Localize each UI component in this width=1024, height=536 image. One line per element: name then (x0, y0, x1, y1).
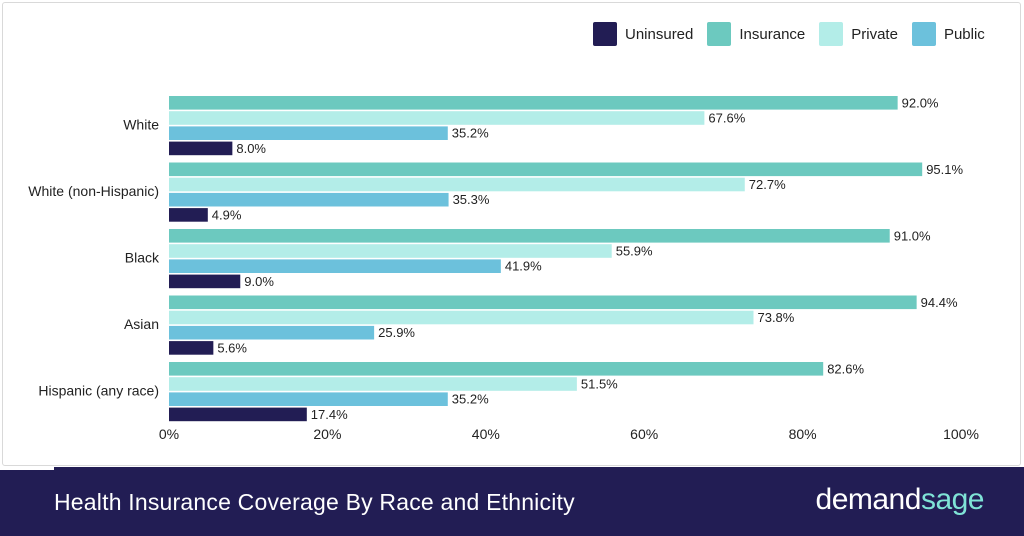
bar (169, 377, 577, 391)
bar-value-label: 17.4% (311, 407, 348, 422)
bar (169, 162, 923, 177)
bar-value-label: 67.6% (708, 111, 745, 126)
legend-item-private: Private (819, 22, 898, 46)
category-label: White (non-Hispanic) (28, 183, 159, 199)
bar-value-label: 91.0% (894, 228, 931, 243)
legend-swatch (707, 22, 732, 46)
bar (169, 111, 705, 125)
brand-logo: demandsage (815, 483, 985, 517)
x-tick-label: 0% (159, 426, 179, 442)
category-label: White (123, 116, 159, 132)
bar (169, 362, 824, 376)
legend-item-public: Public (911, 22, 985, 46)
legend-label: Private (851, 25, 898, 43)
x-tick-label: 100% (943, 426, 979, 442)
bar (169, 192, 449, 207)
bar-value-label: 92.0% (902, 95, 939, 110)
category-label: Asian (124, 316, 159, 332)
bar (169, 96, 898, 110)
bar (169, 259, 501, 273)
bar (169, 274, 241, 289)
legend-item-uninsured: Uninsured (593, 22, 693, 46)
x-tick-label: 80% (789, 426, 817, 442)
legend: Uninsured Insurance Private Public (593, 22, 999, 46)
legend-swatch (819, 22, 844, 46)
bar (169, 295, 917, 310)
bar-value-label: 82.6% (827, 361, 864, 376)
footer-accent-line (0, 467, 54, 470)
bar-value-label: 51.5% (581, 377, 618, 392)
x-tick-label: 20% (313, 426, 341, 442)
legend-item-insurance: Insurance (707, 22, 805, 46)
legend-label: Insurance (739, 25, 806, 43)
bar (169, 341, 214, 355)
category-label: Black (125, 249, 160, 265)
bar-value-label: 72.7% (749, 177, 786, 192)
bar-value-label: 5.6% (217, 340, 247, 355)
footer-title: Health Insurance Coverage By Race and Et… (54, 489, 575, 515)
bar-value-label: 8.0% (236, 141, 266, 156)
footer-banner: Health Insurance Coverage By Race and Et… (0, 467, 1024, 536)
bar-value-label: 41.9% (505, 259, 542, 274)
chart-card: White 92.0% 67.6% 35.2% 8.0% White (non-Hispa… (2, 2, 1021, 466)
bar (169, 177, 745, 192)
bar (169, 208, 208, 222)
x-tick-label: 40% (472, 426, 500, 442)
bar (169, 229, 890, 243)
bar-value-label: 95.1% (926, 162, 963, 177)
bar (169, 392, 448, 406)
bar (169, 325, 375, 340)
bar-value-label: 9.0% (244, 274, 274, 289)
legend-swatch (593, 22, 617, 46)
legend-swatch (911, 22, 936, 46)
bar-value-label: 55.9% (616, 244, 653, 259)
bar-value-label: 35.3% (453, 192, 490, 207)
bar (169, 244, 612, 258)
bar-value-label: 25.9% (378, 325, 415, 340)
category-label: Hispanic (any race) (38, 382, 159, 398)
bar-value-label: 73.8% (757, 310, 794, 325)
legend-label: Public (943, 25, 985, 43)
bar-value-label: 35.2% (452, 126, 489, 141)
bar-value-label: 94.4% (921, 295, 958, 310)
bar-value-label: 35.2% (452, 392, 489, 407)
bar (169, 141, 233, 156)
bar-value-label: 4.9% (212, 207, 242, 222)
brand-logo-part1: demand (815, 483, 922, 516)
brand-logo-part2: sage (920, 483, 985, 516)
bar (169, 126, 448, 140)
bar (169, 310, 754, 325)
legend-label: Uninsured (625, 25, 694, 43)
bar-chart: White 92.0% 67.6% 35.2% 8.0% White (non-Hispa… (28, 95, 979, 442)
bar (169, 407, 307, 422)
x-tick-label: 60% (630, 426, 658, 442)
